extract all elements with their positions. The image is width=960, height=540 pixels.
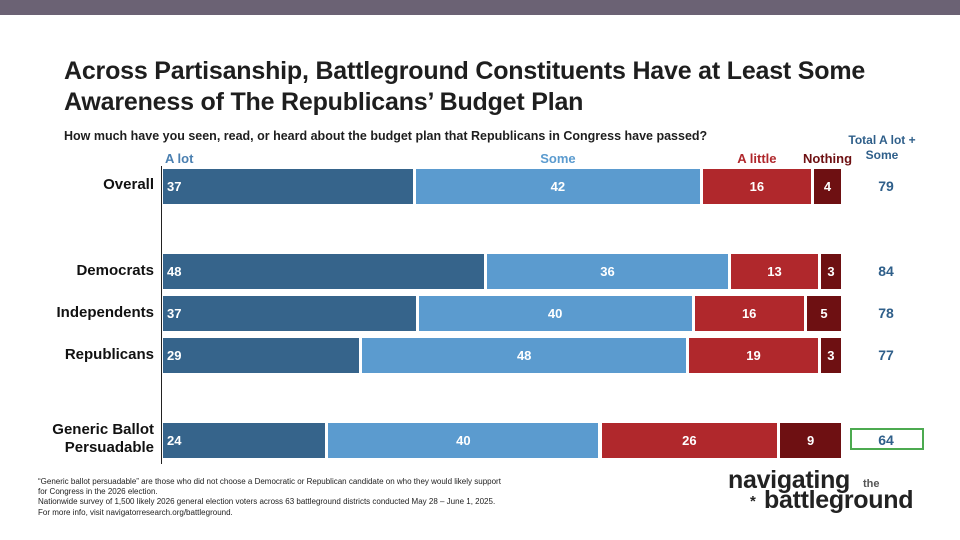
total-value: 79 bbox=[878, 178, 894, 194]
bar-segment bbox=[416, 169, 700, 204]
bar-segment bbox=[328, 423, 599, 458]
bar-segment bbox=[820, 254, 841, 289]
row-label: Independents bbox=[56, 304, 154, 321]
row-label: Democrats bbox=[76, 262, 154, 279]
bar-value-label: 16 bbox=[741, 306, 757, 321]
legend-item: A lot bbox=[165, 151, 194, 166]
footnote-line: Nationwide survey of 1,500 likely 2026 g… bbox=[38, 497, 496, 507]
bar-value-label: 24 bbox=[167, 433, 182, 448]
bar-value-label: 37 bbox=[167, 179, 182, 194]
total-column-header: Total A lot + Some bbox=[848, 133, 916, 162]
bar-segment bbox=[163, 254, 485, 289]
bar-value-label: 5 bbox=[820, 306, 828, 321]
bar-segment bbox=[820, 338, 841, 373]
total-value: 64 bbox=[878, 432, 894, 448]
navigating-battleground-logo: navigating the * battleground bbox=[728, 466, 943, 522]
footnote-line: For more info, visit navigatorresearch.o… bbox=[38, 507, 233, 517]
bar-segment bbox=[163, 296, 416, 331]
bar-segment bbox=[163, 169, 413, 204]
bar-segment bbox=[702, 169, 811, 204]
bar-value-label: 19 bbox=[746, 348, 761, 363]
row-label: Republicans bbox=[64, 346, 154, 363]
logo-text-the: the bbox=[863, 478, 880, 490]
total-value: 78 bbox=[878, 305, 894, 321]
axis-line bbox=[161, 166, 162, 464]
bar-value-label: 3 bbox=[827, 264, 835, 279]
bar-segment bbox=[601, 423, 778, 458]
bar-segment bbox=[163, 423, 326, 458]
footnote-line: “Generic ballot persuadable” are those w… bbox=[38, 477, 501, 486]
row-label: Generic Ballot Persuadable bbox=[52, 421, 154, 456]
bar-value-label: 4 bbox=[823, 179, 832, 194]
bar-value-label: 48 bbox=[516, 348, 532, 363]
bar-segment bbox=[487, 254, 728, 289]
bar-value-label: 48 bbox=[167, 264, 182, 279]
bar-segment bbox=[418, 296, 692, 331]
bar-value-label: 37 bbox=[167, 306, 182, 321]
bar-value-label: 16 bbox=[749, 179, 765, 194]
logo-text-navigating: navigating bbox=[728, 466, 851, 494]
bar-value-label: 40 bbox=[456, 433, 471, 448]
row-label: Overall bbox=[103, 176, 154, 193]
bar-value-label: 40 bbox=[547, 306, 563, 321]
bar-segment bbox=[163, 338, 359, 373]
top-banner bbox=[0, 0, 960, 15]
footnote: “Generic ballot persuadable” are those w… bbox=[38, 477, 618, 518]
legend-item: Nothing bbox=[802, 151, 853, 166]
bar-value-label: 26 bbox=[682, 433, 697, 448]
legend-item: Some bbox=[540, 151, 576, 166]
bar-segment bbox=[694, 296, 804, 331]
bar-value-label: 13 bbox=[767, 264, 782, 279]
footnote-line: for Congress in the 2026 election. bbox=[38, 487, 158, 497]
logo-text-battleground: battleground bbox=[764, 486, 914, 514]
total-value: 77 bbox=[878, 347, 894, 363]
bar-value-label: 36 bbox=[600, 264, 615, 279]
bar-segment bbox=[814, 169, 841, 204]
bar-value-label: 29 bbox=[167, 348, 182, 363]
total-value: 84 bbox=[878, 263, 894, 279]
chart-title: Across Partisanship, Battleground Consti… bbox=[64, 57, 866, 116]
logo-star-icon: * bbox=[750, 493, 756, 510]
bar-segment bbox=[780, 423, 841, 458]
survey-question: How much have you seen, read, or heard a… bbox=[64, 129, 708, 143]
bar-segment bbox=[362, 338, 687, 373]
bar-segment bbox=[689, 338, 818, 373]
bar-segment bbox=[731, 254, 818, 289]
legend-item: A little bbox=[737, 151, 777, 166]
bar-segment bbox=[806, 296, 841, 331]
bar-value-label: 42 bbox=[550, 179, 566, 194]
bar-value-label: 9 bbox=[806, 433, 815, 448]
highlight-box bbox=[850, 428, 924, 450]
bar-value-label: 3 bbox=[827, 348, 835, 363]
